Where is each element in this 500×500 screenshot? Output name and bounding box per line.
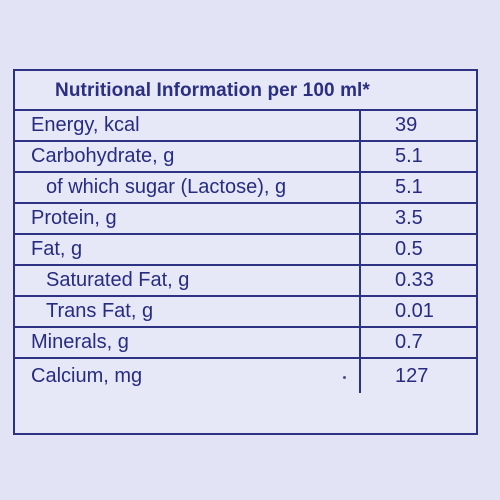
row-label: Saturated Fat, g <box>46 269 190 291</box>
row-value: 39 <box>359 111 476 140</box>
table-row: Carbohydrate, g 5.1 <box>15 142 476 173</box>
row-value: 0.01 <box>359 297 476 326</box>
table-header: Nutritional Information per 100 ml* <box>15 71 476 111</box>
table-row: Fat, g 0.5 <box>15 235 476 266</box>
row-label: Protein, g <box>31 207 117 229</box>
nutrition-table: Nutritional Information per 100 ml* Ener… <box>13 69 478 435</box>
row-label: Energy, kcal <box>31 114 140 136</box>
row-value: 0.33 <box>359 266 476 295</box>
row-value: 0.7 <box>359 328 476 357</box>
row-label: Fat, g <box>31 238 83 260</box>
table-row: Saturated Fat, g 0.33 <box>15 266 476 297</box>
table-row: Energy, kcal 39 <box>15 111 476 142</box>
table-row: Calcium, mg 127 <box>15 359 476 393</box>
row-label: Carbohydrate, g <box>31 145 175 167</box>
row-value: 5.1 <box>359 142 476 171</box>
row-value: 127 <box>359 359 476 393</box>
row-label: Trans Fat, g <box>46 300 154 322</box>
print-speck <box>343 376 346 379</box>
row-label: of which sugar (Lactose), g <box>46 176 287 198</box>
row-value: 0.5 <box>359 235 476 264</box>
table-row: Protein, g 3.5 <box>15 204 476 235</box>
table-row: Minerals, g 0.7 <box>15 328 476 359</box>
row-label: Calcium, mg <box>31 364 143 387</box>
table-row: of which sugar (Lactose), g 5.1 <box>15 173 476 204</box>
table-row: Trans Fat, g 0.01 <box>15 297 476 328</box>
row-label: Minerals, g <box>31 331 129 353</box>
row-value: 5.1 <box>359 173 476 202</box>
row-value: 3.5 <box>359 204 476 233</box>
